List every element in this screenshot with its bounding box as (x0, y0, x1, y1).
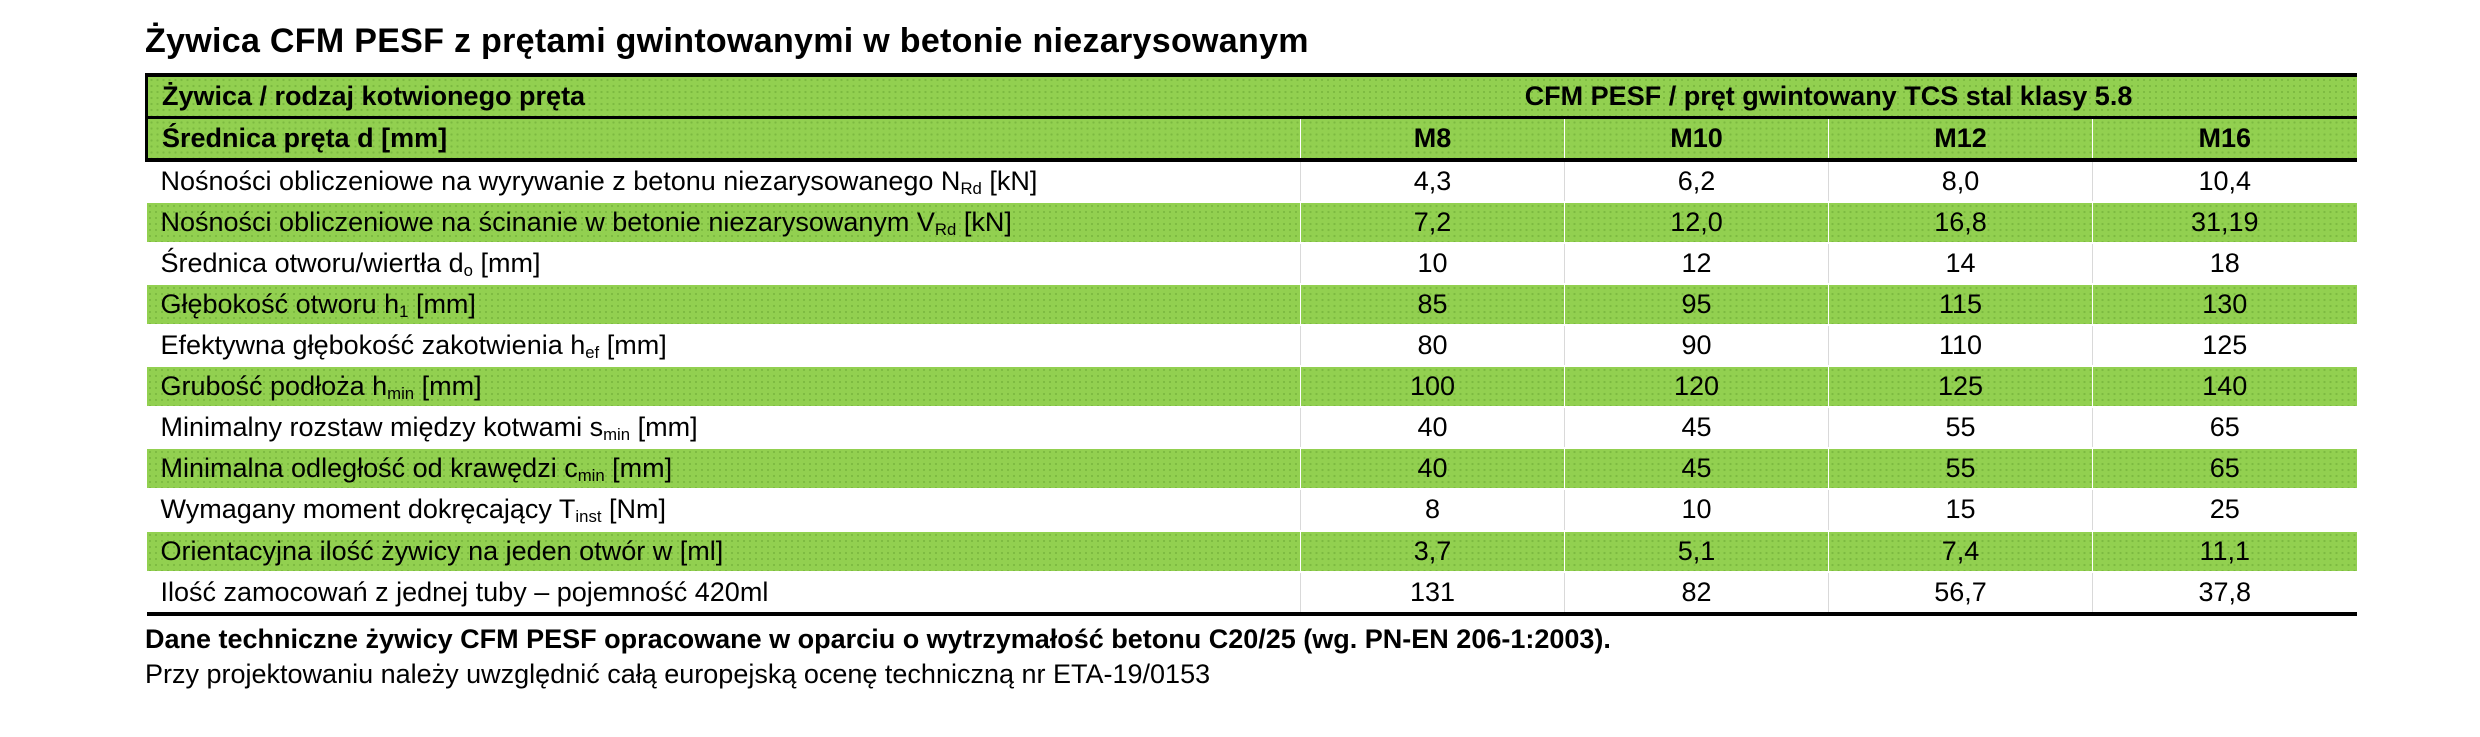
value-cell: 85 (1300, 283, 1565, 327)
row-label: Nośności obliczeniowe na ścinanie w beto… (146, 201, 1301, 245)
table-row: Orientacyjna ilość żywicy na jeden otwór… (146, 529, 2357, 573)
row-label: Średnica otworu/wiertła do [mm] (160, 248, 541, 281)
value-cell: 12,0 (1564, 201, 1829, 245)
symbol-subscript: inst (575, 507, 602, 527)
value-cell: 140 (2091, 365, 2357, 409)
value-cell: 115 (1828, 283, 2093, 327)
symbol-subscript: o (463, 261, 473, 281)
value-cell: 18 (2091, 243, 2357, 285)
value-cell: 131 (1300, 571, 1565, 614)
value-cell: 15 (1828, 489, 2093, 531)
table-row: Minimalna odległość od krawędzi cmin [mm… (146, 447, 2357, 491)
table-row: Minimalny rozstaw między kotwami smin [m… (147, 407, 2357, 449)
row-label: Orientacyjna ilość żywicy na jeden otwór… (146, 529, 1301, 573)
row-label: Wymagany moment dokręcający Tinst [Nm] (160, 494, 666, 527)
symbol-subscript: min (577, 466, 605, 486)
value-cell: 6,2 (1564, 160, 1829, 203)
value-cell: 40 (1300, 407, 1565, 449)
value-cell: 45 (1564, 407, 1829, 449)
value-cell: 4,3 (1300, 160, 1565, 203)
table-row: Średnica otworu/wiertła do [mm] 10 12 14 18 (147, 243, 2357, 285)
value-cell: 8 (1300, 489, 1565, 531)
value-cell: 65 (2091, 447, 2357, 491)
value-cell: 11,1 (2091, 529, 2357, 573)
value-cell: 10 (1300, 243, 1565, 285)
table-row: Nośności obliczeniowe na ścinanie w beto… (146, 201, 2357, 245)
value-cell: 7,4 (1828, 529, 2093, 573)
value-cell: 120 (1564, 365, 1829, 409)
row-label: Ilość zamocowań z jednej tuby – pojemnoś… (160, 576, 769, 607)
row-label: Grubość podłoża hmin [mm] (146, 365, 1301, 409)
value-cell: 125 (2091, 325, 2357, 367)
value-cell: 90 (1564, 325, 1829, 367)
value-cell: 5,1 (1564, 529, 1829, 573)
column-header-m16: M16 (2091, 117, 2357, 163)
value-cell: 37,8 (2091, 571, 2357, 614)
table-row: Nośności obliczeniowe na wyrywanie z bet… (147, 160, 2357, 203)
header-product-label: CFM PESF / pręt gwintowany TCS stal klas… (1300, 75, 2357, 120)
value-cell: 100 (1300, 365, 1565, 409)
table-row: Grubość podłoża hmin [mm] 100 120 125 140 (146, 365, 2357, 409)
symbol-subscript: Rd (934, 220, 957, 240)
value-cell: 110 (1828, 325, 2093, 367)
value-cell: 95 (1564, 283, 1829, 327)
value-cell: 12 (1564, 243, 1829, 285)
footer-note-bold: Dane techniczne żywicy CFM PESF opracowa… (145, 623, 1611, 654)
value-cell: 125 (1828, 365, 2093, 409)
table-body: Nośności obliczeniowe na wyrywanie z bet… (146, 160, 2357, 614)
page: Żywica CFM PESF z prętami gwintowanymi w… (145, 22, 2357, 689)
value-cell: 8,0 (1828, 160, 2093, 203)
symbol-subscript: min (603, 425, 631, 445)
value-cell: 10,4 (2091, 160, 2357, 203)
symbol-subscript: ef (585, 343, 600, 363)
column-header-m12: M12 (1828, 117, 2093, 163)
symbol-subscript: Rd (960, 179, 982, 199)
row-label: Minimalny rozstaw między kotwami smin [m… (160, 412, 698, 445)
value-cell: 3,7 (1300, 529, 1565, 573)
value-cell: 80 (1300, 325, 1565, 367)
row-label: Minimalna odległość od krawędzi cmin [mm… (146, 447, 1301, 491)
value-cell: 40 (1300, 447, 1565, 491)
header-anchor-type-label: Żywica / rodzaj kotwionego pręta (145, 75, 1301, 120)
value-cell: 25 (2091, 489, 2357, 531)
column-header-m8: M8 (1300, 117, 1565, 163)
column-header-m10: M10 (1564, 117, 1829, 163)
page-title: Żywica CFM PESF z prętami gwintowanymi w… (145, 22, 1309, 60)
table-header-row-product: Żywica / rodzaj kotwionego pręta CFM PES… (145, 75, 2357, 120)
table-row: Wymagany moment dokręcający Tinst [Nm] 8 1… (147, 489, 2357, 531)
table-header-row-diameter: Średnica pręta d [mm] M8 M10 M12 M16 (145, 117, 2357, 163)
row-label: Nośności obliczeniowe na wyrywanie z bet… (160, 166, 1038, 199)
value-cell: 56,7 (1828, 571, 2093, 614)
value-cell: 65 (2091, 407, 2357, 449)
value-cell: 7,2 (1300, 201, 1565, 245)
value-cell: 82 (1564, 571, 1829, 614)
value-cell: 130 (2091, 283, 2357, 327)
technical-data-table: Żywica / rodzaj kotwionego pręta CFM PES… (145, 73, 2357, 616)
value-cell: 45 (1564, 447, 1829, 491)
header-diameter-label: Średnica pręta d [mm] (145, 117, 1301, 163)
table-row: Efektywna głębokość zakotwienia hef [mm]… (147, 325, 2357, 367)
value-cell: 55 (1828, 447, 2093, 491)
row-label: Głębokość otworu h1 [mm] (146, 283, 1301, 327)
row-label: Efektywna głębokość zakotwienia hef [mm] (160, 330, 667, 363)
value-cell: 31,19 (2091, 201, 2357, 245)
table-row: Głębokość otworu h1 [mm] 85 95 115 130 (146, 283, 2357, 327)
value-cell: 55 (1828, 407, 2093, 449)
value-cell: 16,8 (1828, 201, 2093, 245)
symbol-subscript: 1 (399, 302, 409, 322)
footer-note: Przy projektowaniu należy uwzględnić cał… (145, 658, 1211, 689)
value-cell: 10 (1564, 489, 1829, 531)
value-cell: 14 (1828, 243, 2093, 285)
table-row: Ilość zamocowań z jednej tuby – pojemnoś… (147, 571, 2357, 614)
symbol-subscript: min (387, 384, 415, 404)
